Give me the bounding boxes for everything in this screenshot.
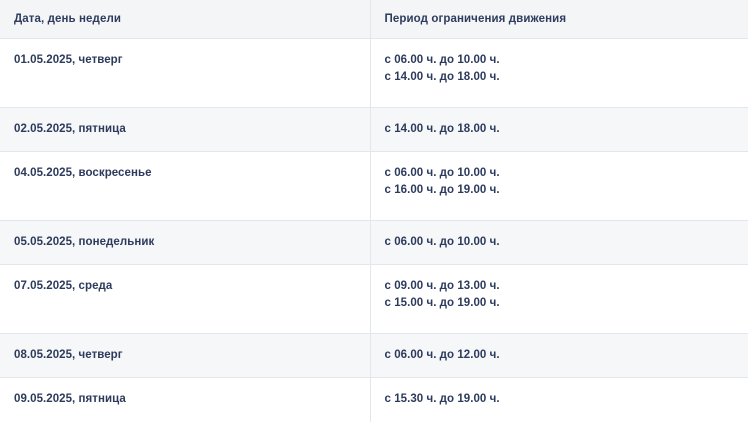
cell-period: с 15.30 ч. до 19.00 ч. — [370, 378, 748, 422]
cell-date: 04.05.2025, воскресенье — [0, 151, 371, 221]
column-header-period: Период ограничения движения — [370, 0, 748, 39]
cell-period: с 06.00 ч. до 12.00 ч. — [370, 333, 748, 378]
period-line: с 06.00 ч. до 10.00 ч. — [384, 167, 500, 179]
date-text: 02.05.2025, пятница — [14, 123, 126, 135]
period-line: с 15.30 ч. до 19.00 ч. — [384, 393, 500, 405]
table-header: Дата, день недели Период ограничения дви… — [0, 0, 748, 39]
period-line: с 14.00 ч. до 18.00 ч. — [384, 123, 500, 135]
cell-date: 07.05.2025, среда — [0, 264, 371, 334]
cell-date: 09.05.2025, пятница — [0, 377, 371, 422]
cell-period: с 06.00 ч. до 10.00 ч. с 14.00 ч. до 18.0… — [370, 38, 748, 108]
cell-period: с 09.00 ч. до 13.00 ч. с 15.00 ч. до 19.0… — [370, 264, 748, 334]
date-text: 04.05.2025, воскресенье — [14, 167, 152, 179]
cell-date: 05.05.2025, понедельник — [0, 220, 371, 265]
table-body: 01.05.2025, четверг с 06.00 ч. до 10.00 ч… — [0, 38, 748, 422]
table-header-row: Дата, день недели Период ограничения дви… — [0, 0, 748, 39]
cell-period: с 14.00 ч. до 18.00 ч. — [370, 107, 748, 152]
period-line: с 09.00 ч. до 13.00 ч. — [384, 280, 500, 292]
cell-date: 08.05.2025, четверг — [0, 333, 371, 378]
period-line: с 14.00 ч. до 18.00 ч. — [384, 71, 500, 83]
cell-date: 02.05.2025, пятница — [0, 107, 371, 152]
period-line: с 06.00 ч. до 10.00 ч. — [384, 54, 500, 66]
date-text: 09.05.2025, пятница — [14, 393, 126, 405]
date-text: 01.05.2025, четверг — [14, 54, 123, 66]
table-row: 08.05.2025, четверг с 06.00 ч. до 12.00 ч… — [0, 333, 748, 378]
column-header-date: Дата, день недели — [0, 0, 371, 39]
period-line: с 16.00 ч. до 19.00 ч. — [384, 184, 500, 196]
table-row: 09.05.2025, пятница с 15.30 ч. до 19.00 ч… — [0, 377, 748, 422]
cell-date: 01.05.2025, четверг — [0, 38, 371, 108]
period-line: с 06.00 ч. до 10.00 ч. — [384, 236, 500, 248]
date-text: 05.05.2025, понедельник — [14, 236, 155, 248]
cell-period: с 06.00 ч. до 10.00 ч. с 16.00 ч. до 19.0… — [370, 151, 748, 221]
table-row: 05.05.2025, понедельник с 06.00 ч. до 10.… — [0, 220, 748, 265]
table-row: 02.05.2025, пятница с 14.00 ч. до 18.00 ч… — [0, 107, 748, 152]
period-line: с 15.00 ч. до 19.00 ч. — [384, 297, 500, 309]
date-text: 08.05.2025, четверг — [14, 349, 123, 361]
table-row: 01.05.2025, четверг с 06.00 ч. до 10.00 ч… — [0, 38, 748, 108]
cell-period: с 06.00 ч. до 10.00 ч. — [370, 220, 748, 265]
date-text: 07.05.2025, среда — [14, 280, 113, 292]
period-line: с 06.00 ч. до 12.00 ч. — [384, 349, 500, 361]
table-row: 04.05.2025, воскресенье с 06.00 ч. до 10.… — [0, 151, 748, 221]
table-row: 07.05.2025, среда с 09.00 ч. до 13.00 ч. с… — [0, 264, 748, 334]
